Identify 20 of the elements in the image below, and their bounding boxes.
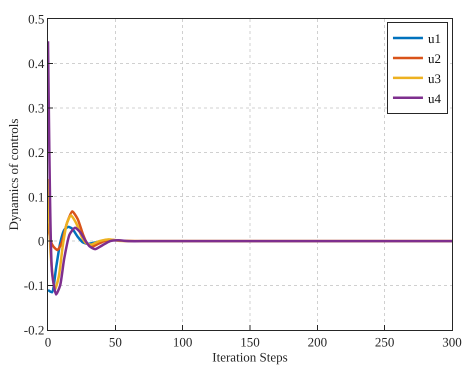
x-tick-label: 150 (240, 334, 260, 350)
x-tick-label: 200 (308, 334, 328, 350)
x-axis-title: Iteration Steps (212, 350, 288, 365)
x-tick-label: 300 (442, 334, 462, 350)
x-tick-label: 100 (172, 334, 192, 350)
y-axis-title: Dynamics of controls (6, 118, 21, 230)
x-tick-label: 50 (108, 334, 122, 350)
legend-label: u1 (428, 31, 441, 46)
y-tick-label: 0.1 (28, 189, 44, 204)
x-tick-label: 250 (374, 334, 394, 350)
legend-label: u2 (428, 51, 441, 66)
y-tick-label: -0.2 (24, 322, 44, 338)
y-tick-label: 0.2 (28, 144, 44, 160)
legend-label: u3 (428, 70, 441, 86)
legend-label: u4 (428, 90, 442, 106)
y-tick-label: 0.4 (28, 56, 45, 71)
y-tick-label: 0 (38, 234, 44, 249)
y-tick-label: 0.3 (28, 100, 44, 116)
y-tick-label: -0.1 (24, 278, 44, 294)
y-tick-label: 0.5 (28, 12, 44, 27)
